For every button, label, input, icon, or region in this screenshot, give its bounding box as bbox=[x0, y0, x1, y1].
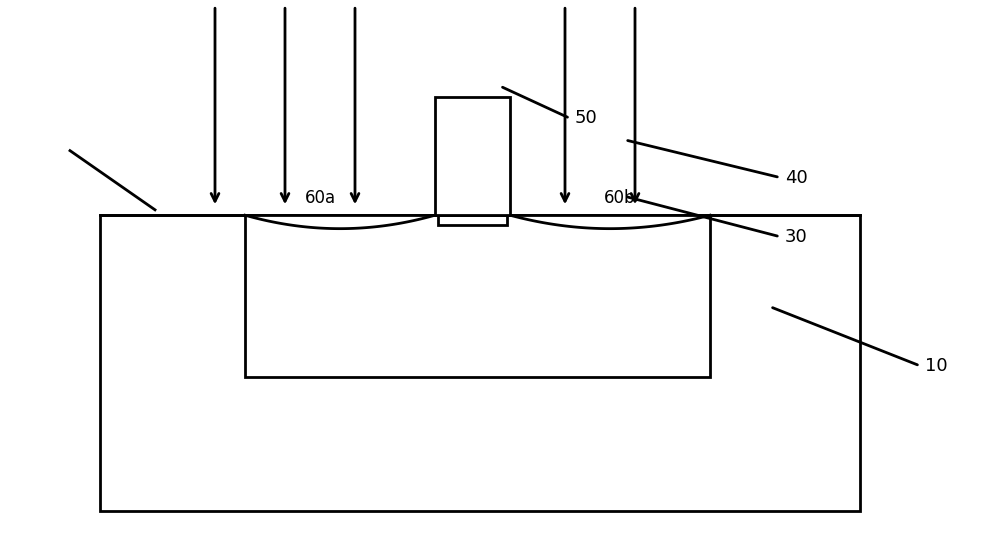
Text: 40: 40 bbox=[785, 168, 808, 187]
Text: 50: 50 bbox=[575, 109, 598, 128]
Bar bbox=[100, 215, 860, 511]
Bar bbox=[245, 215, 710, 377]
Text: 60b: 60b bbox=[604, 189, 635, 207]
Text: 60a: 60a bbox=[305, 189, 336, 207]
Bar bbox=[435, 97, 510, 215]
Text: 30: 30 bbox=[785, 228, 808, 246]
Text: 10: 10 bbox=[925, 357, 948, 375]
Bar bbox=[438, 215, 507, 225]
